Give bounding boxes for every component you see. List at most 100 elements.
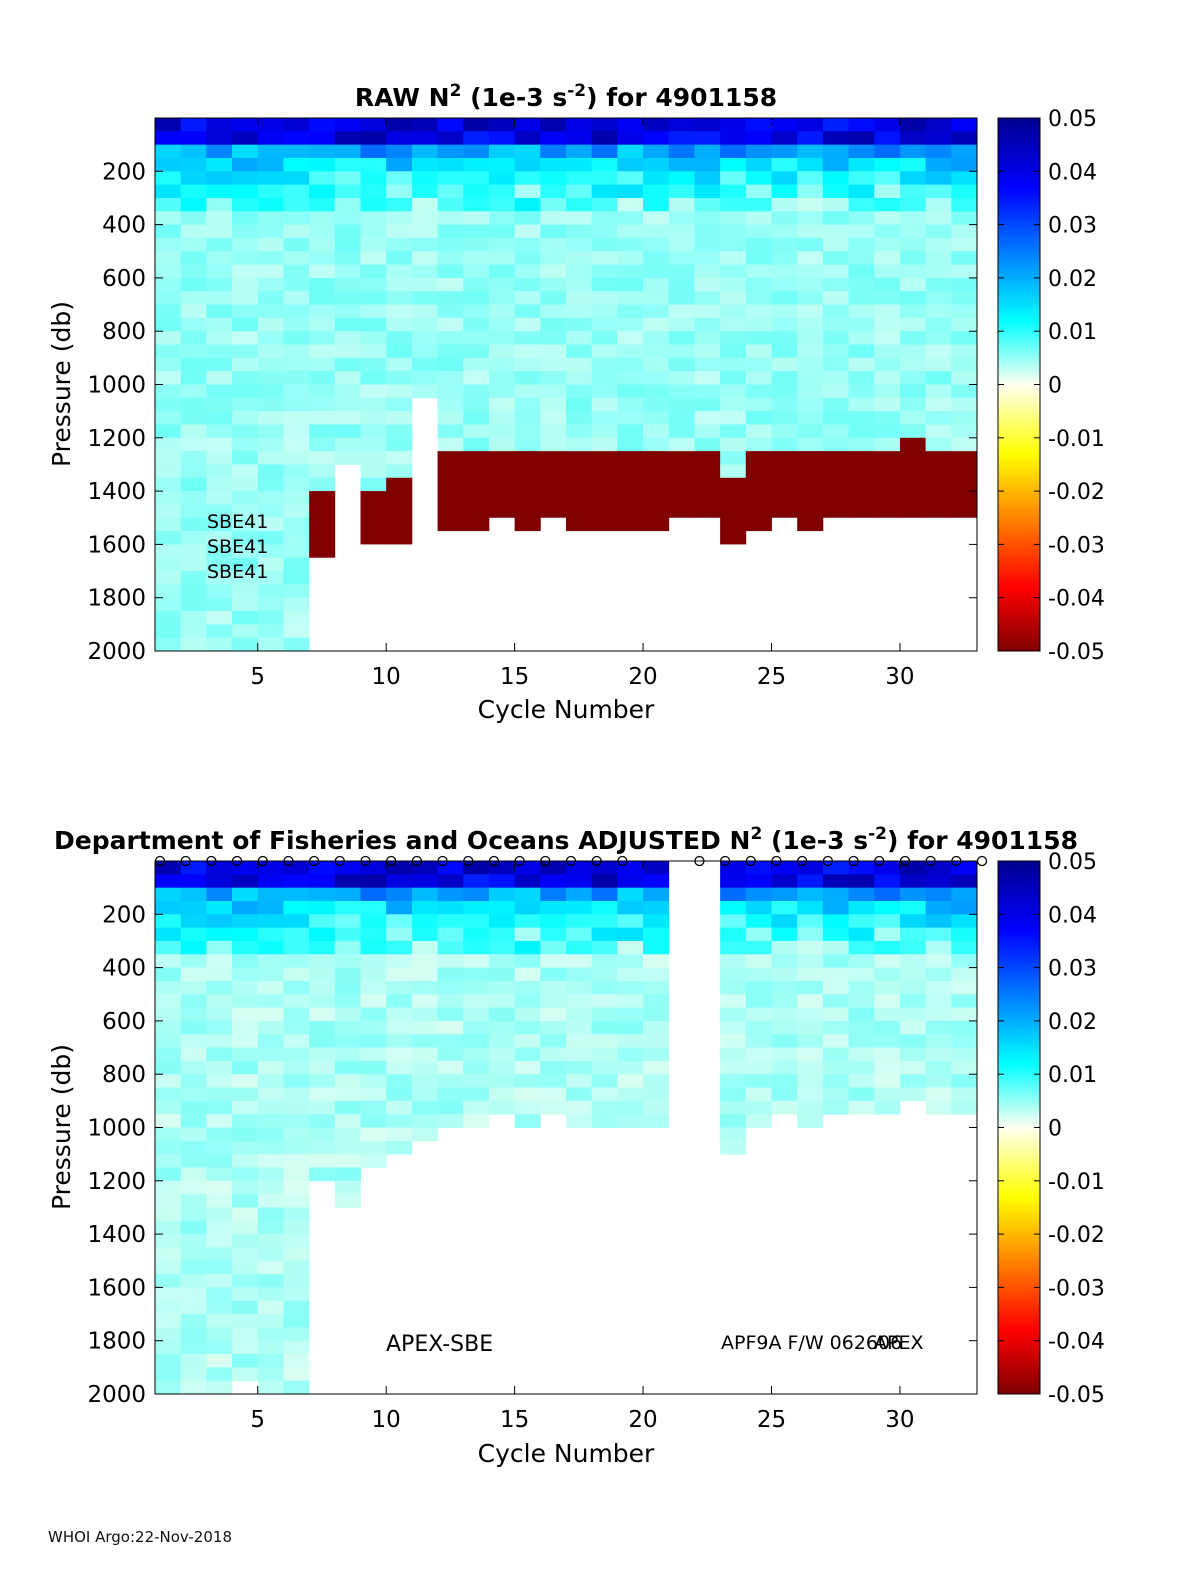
adj-heatmap-cell [386, 1047, 413, 1062]
raw-heatmap-cell [463, 144, 490, 159]
adj-heatmap-cell [643, 874, 670, 889]
raw-heatmap-cell [463, 397, 490, 412]
adj-heatmap-cell [848, 927, 875, 942]
raw-heatmap-cell [155, 464, 182, 479]
raw-heatmap-cell [951, 144, 978, 159]
raw-heatmap-cell [514, 224, 541, 239]
raw-heatmap-cell [566, 411, 593, 425]
adj-profile-marker [591, 855, 602, 867]
raw-heatmap-cell [257, 157, 284, 172]
raw-heatmap-cell [899, 357, 927, 372]
adj-heatmap-cell [822, 887, 849, 902]
raw-heatmap-cell [257, 571, 284, 585]
raw-heatmap-cell [334, 197, 361, 212]
raw-heatmap-cell [180, 477, 207, 492]
raw-heatmap-cell [206, 197, 233, 212]
raw-heatmap-cell [232, 504, 259, 519]
adj-x-tick-label: 15 [500, 1407, 529, 1433]
raw-heatmap-cell [925, 344, 952, 359]
raw-heatmap-cell [566, 424, 593, 439]
raw-heatmap-cell [360, 131, 387, 146]
raw-heatmap-cell [591, 251, 618, 265]
adj-heatmap-cell [206, 1127, 233, 1142]
raw-negative-block [694, 451, 721, 518]
raw-heatmap-cell [232, 611, 259, 625]
adj-heatmap-cell [951, 861, 978, 875]
raw-heatmap-cell [180, 557, 207, 572]
raw-heatmap-cell [874, 224, 901, 239]
raw-heatmap-cell [180, 571, 207, 585]
raw-heatmap-cell [463, 331, 490, 345]
adj-heatmap-cell [180, 1007, 207, 1022]
raw-heatmap-cell [720, 144, 747, 159]
raw-heatmap-cell [694, 277, 721, 292]
adj-colorbar-tick-label: 0.04 [1048, 903, 1097, 928]
raw-heatmap-cell [155, 411, 182, 425]
raw-heatmap-cell [155, 504, 182, 519]
adj-heatmap-cell [643, 994, 670, 1008]
raw-heatmap-cell [720, 424, 747, 439]
adj-heatmap-cell [206, 994, 233, 1008]
adj-heatmap-cell [411, 1047, 438, 1062]
adj-heatmap-cell [360, 1074, 387, 1088]
raw-heatmap-cell [617, 184, 644, 199]
raw-y-tick-label: 1200 [87, 426, 146, 452]
raw-heatmap-cell [874, 157, 901, 172]
adj-heatmap-cell [180, 861, 207, 875]
adj-heatmap-cell [643, 927, 670, 942]
raw-heatmap-cell [591, 144, 618, 159]
adj-heatmap-cell [386, 887, 413, 902]
raw-heatmap-cell [771, 331, 798, 345]
raw-heatmap-cell [437, 357, 464, 372]
adj-profile-marker [180, 855, 191, 867]
adj-heatmap-cell [411, 1034, 438, 1048]
adj-heatmap-cell [720, 940, 747, 955]
raw-heatmap-cell [257, 451, 284, 465]
adjusted-colorbar-ticks: 0.050.040.030.020.010-0.01-0.02-0.03-0.0… [998, 850, 1105, 1408]
adj-heatmap-cell [591, 940, 618, 955]
adj-heatmap-cell [437, 994, 464, 1008]
raw-heatmap-cell [283, 531, 310, 545]
adj-profile-marker [797, 855, 808, 867]
raw-heatmap-cell [617, 277, 644, 292]
adj-heatmap-cell [822, 980, 849, 995]
raw-heatmap-cell [283, 331, 310, 345]
raw-x-tick-label: 15 [500, 664, 529, 690]
adjusted-ylabel: Pressure (db) [47, 1044, 76, 1210]
raw-heatmap-cell [206, 517, 233, 532]
raw-heatmap-cell [694, 211, 721, 225]
raw-heatmap-cell [617, 291, 644, 305]
raw-heatmap-cell [180, 384, 207, 399]
adj-heatmap-cell [386, 900, 413, 915]
raw-heatmap-cell [668, 304, 695, 319]
raw-heatmap-cell [155, 477, 182, 492]
raw-heatmap-cell [925, 211, 952, 225]
adj-heatmap-cell [283, 1380, 310, 1395]
raw-heatmap-cell [283, 317, 310, 332]
adj-heatmap-cell [155, 1074, 182, 1088]
raw-heatmap-cell [540, 118, 567, 132]
raw-heatmap-cell [566, 237, 593, 252]
raw-heatmap-cell [437, 424, 464, 439]
adj-heatmap-cell [309, 1020, 336, 1035]
adj-heatmap-cell [925, 874, 952, 889]
raw-heatmap-cell [155, 491, 182, 505]
adj-heatmap-cell [411, 954, 438, 968]
raw-heatmap-cell [411, 317, 438, 332]
raw-heatmap-cell [874, 184, 901, 199]
adj-profile-marker [925, 855, 936, 867]
raw-heatmap-cell [180, 411, 207, 425]
raw-heatmap-cell [771, 384, 798, 399]
adj-heatmap-cell [848, 1047, 875, 1062]
adj-heatmap-cell [643, 1074, 670, 1088]
adj-heatmap-cell [822, 927, 849, 942]
adjusted-x-axis: 5 10 15 20 25 30 [250, 861, 915, 1433]
raw-heatmap-cell [283, 451, 310, 465]
adj-heatmap-cell [180, 1020, 207, 1035]
raw-heatmap-cell [771, 237, 798, 252]
adj-heatmap-cell [566, 940, 593, 955]
raw-heatmap-cell [617, 317, 644, 332]
adj-heatmap-cell [232, 967, 259, 982]
raw-heatmap-cell [745, 171, 772, 186]
